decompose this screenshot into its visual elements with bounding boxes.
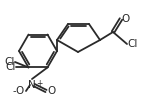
- Text: Cl: Cl: [128, 39, 138, 49]
- Text: Cl: Cl: [5, 62, 15, 72]
- Text: O: O: [47, 86, 55, 96]
- Text: N: N: [28, 80, 36, 90]
- Text: Cl: Cl: [5, 57, 15, 67]
- Text: O: O: [122, 14, 130, 24]
- Text: +: +: [36, 78, 42, 88]
- Text: -O: -O: [13, 86, 25, 96]
